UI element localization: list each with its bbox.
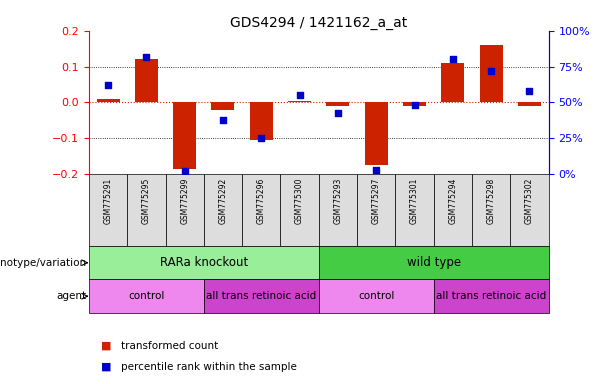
Text: wild type: wild type [406,256,461,269]
Text: all trans retinoic acid: all trans retinoic acid [436,291,546,301]
Point [525,88,535,94]
Text: GSM775299: GSM775299 [180,178,189,224]
Bar [403,103,426,106]
Bar [327,103,349,106]
Bar [173,103,196,169]
Bar [89,246,319,280]
Bar [250,103,273,140]
Bar [128,174,166,246]
Bar [441,63,465,103]
Bar [135,60,158,103]
Text: GSM775291: GSM775291 [104,178,113,224]
Bar [434,280,549,313]
Bar [395,174,434,246]
Text: GSM775300: GSM775300 [295,178,304,224]
Bar [510,174,549,246]
Bar [89,174,128,246]
Point [486,68,496,74]
Text: percentile rank within the sample: percentile rank within the sample [121,362,297,372]
Point [256,135,266,141]
Text: GSM775301: GSM775301 [410,178,419,224]
Point [409,102,419,108]
Bar [96,99,120,103]
Bar [518,103,541,106]
Point [448,56,458,63]
Text: control: control [358,291,394,301]
Bar [357,174,395,246]
Text: GSM775296: GSM775296 [257,178,266,224]
Text: ■: ■ [101,362,112,372]
Bar [211,103,235,110]
Bar [472,174,510,246]
Bar [242,174,281,246]
Text: control: control [128,291,164,301]
Point [295,92,305,98]
Text: GSM775302: GSM775302 [525,178,534,224]
Bar [319,280,434,313]
Point [371,167,381,173]
Text: agent: agent [57,291,87,301]
Point [180,168,189,174]
Bar [479,45,503,103]
Bar [319,246,549,280]
Point [142,53,151,60]
Bar [281,174,319,246]
Text: ■: ■ [101,341,112,351]
Bar [204,280,319,313]
Text: GSM775297: GSM775297 [371,178,381,224]
Text: GSM775294: GSM775294 [448,178,457,224]
Bar [319,174,357,246]
Title: GDS4294 / 1421162_a_at: GDS4294 / 1421162_a_at [230,16,408,30]
Text: GSM775292: GSM775292 [218,178,227,224]
Text: RARa knockout: RARa knockout [160,256,248,269]
Text: GSM775295: GSM775295 [142,178,151,224]
Text: GSM775298: GSM775298 [487,178,496,224]
Bar [288,101,311,103]
Bar [166,174,204,246]
Point [218,117,228,123]
Bar [365,103,388,165]
Text: all trans retinoic acid: all trans retinoic acid [206,291,316,301]
Text: transformed count: transformed count [121,341,218,351]
Point [103,82,113,88]
Text: genotype/variation: genotype/variation [0,258,87,268]
Text: GSM775293: GSM775293 [333,178,343,224]
Bar [204,174,242,246]
Bar [434,174,472,246]
Bar [89,280,204,313]
Point [333,109,343,116]
